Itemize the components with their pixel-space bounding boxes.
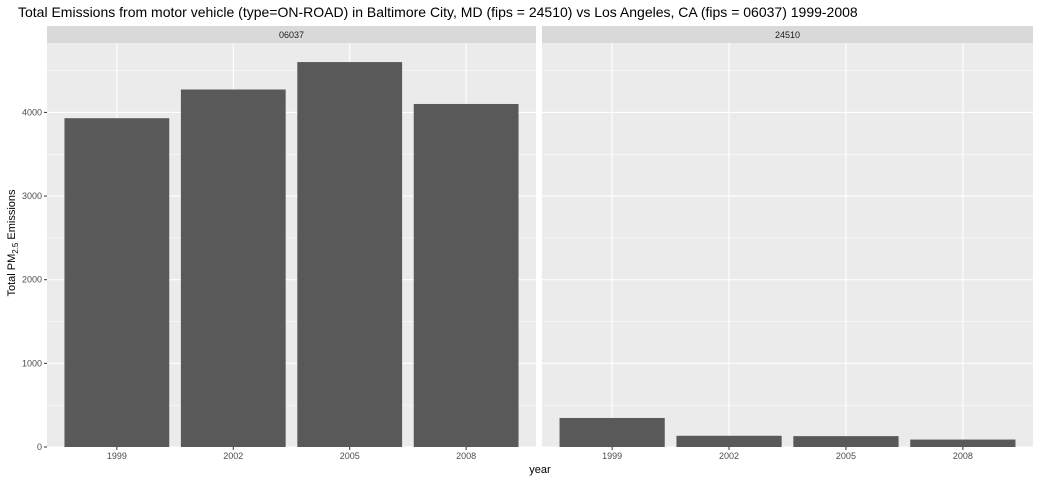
bar-24510-2008 (910, 439, 1016, 447)
y-tick-label: 3000 (22, 191, 42, 201)
x-tick-label: 2002 (719, 451, 739, 461)
y-axis-title-subscript: 2.5 (11, 242, 20, 254)
y-axis-title-prefix: Total PM (6, 254, 18, 297)
bar-06037-2008 (413, 103, 519, 448)
x-tick-label: 1999 (602, 451, 622, 461)
x-tick-label: 2005 (340, 451, 360, 461)
facet-panel-24510: 24510 1999 2002 2005 2008 (542, 26, 1033, 461)
bar-06037-2002 (180, 89, 286, 447)
y-axis-title: Total PM2.5 Emissions (6, 189, 20, 297)
y-tick-label: 4000 (22, 107, 42, 117)
y-tick-label: 1000 (22, 358, 42, 368)
bar-24510-1999 (559, 417, 665, 447)
x-tick-label: 2008 (456, 451, 476, 461)
x-tick-label: 2002 (223, 451, 243, 461)
x-tick-label: 2008 (953, 451, 973, 461)
bar-24510-2005 (793, 436, 899, 447)
bar-06037-2005 (297, 62, 403, 448)
y-tick-label: 2000 (22, 275, 42, 285)
x-tick-label: 1999 (107, 451, 127, 461)
x-tick-label: 2005 (836, 451, 856, 461)
bar-24510-2002 (676, 435, 782, 447)
x-axis-title: year (529, 464, 551, 476)
panel-background (542, 43, 1033, 447)
bar-06037-1999 (64, 118, 170, 447)
y-tick-label: 0 (37, 442, 42, 452)
y-axis-title-suffix: Emissions (6, 189, 18, 243)
facet-strip-label: 06037 (279, 30, 304, 40)
facets: 06037 1999 2002 2005 2008 0 1000 2000 3000 4000 24… (22, 26, 1033, 461)
chart-title: Total Emissions from motor vehicle (type… (18, 4, 858, 20)
facet-strip-label: 24510 (775, 30, 800, 40)
facet-strip (542, 26, 1033, 43)
facet-strip (47, 26, 536, 43)
facet-panel-06037: 06037 1999 2002 2005 2008 0 1000 2000 3000 4000 (22, 26, 536, 461)
